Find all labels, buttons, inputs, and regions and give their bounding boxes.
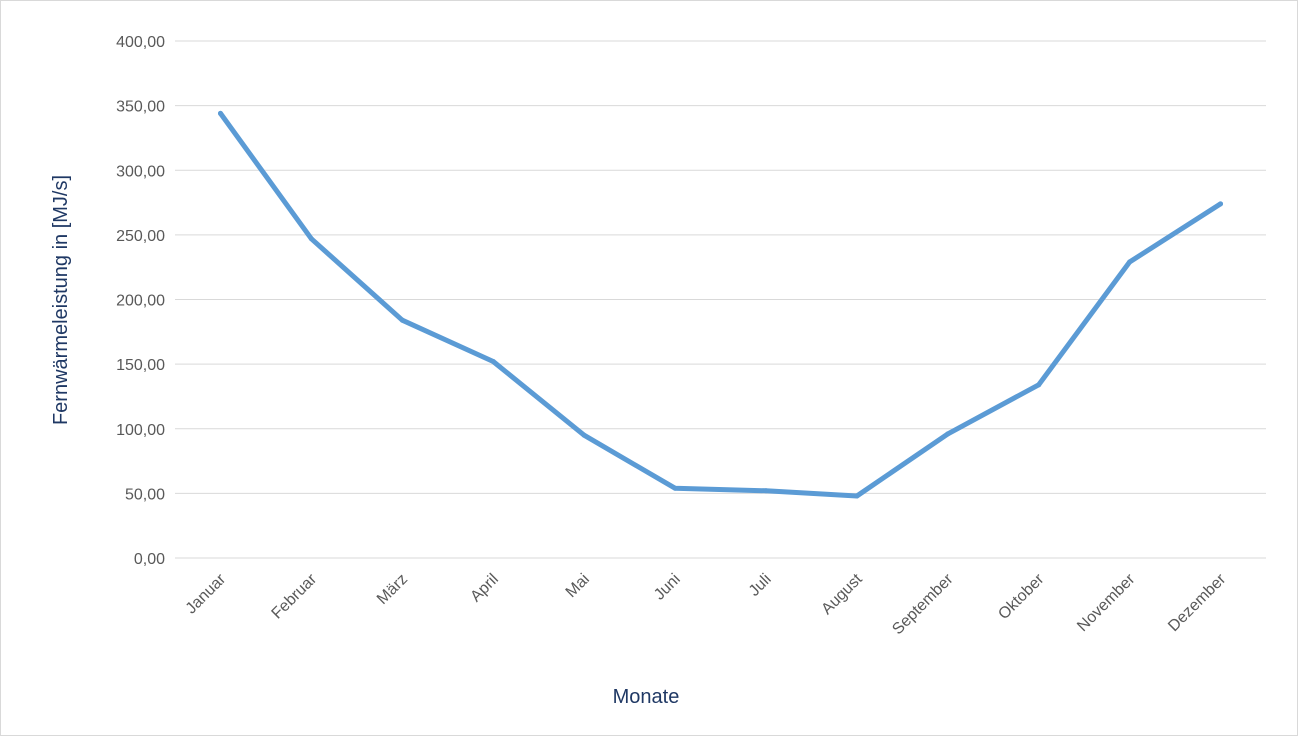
data-point [490, 359, 496, 365]
y-axis-title: Fernwärmeleistung in [MJ/s] [50, 175, 72, 425]
data-point [763, 488, 769, 494]
data-point [581, 432, 587, 438]
x-tick-label: November [1074, 570, 1139, 635]
x-tick-label: Januar [183, 570, 230, 617]
x-tick-label: Februar [269, 570, 321, 622]
y-axis-tick-labels: 0,00 50,00 100,00 150,00 200,00 250,00 300,00 3… [116, 34, 165, 568]
x-tick-label: September [889, 570, 957, 638]
data-point [308, 236, 314, 242]
y-tick-label: 250,00 [116, 228, 165, 245]
data-point [1036, 382, 1042, 388]
x-axis-title: Monate [613, 686, 680, 708]
y-tick-label: 0,00 [134, 551, 165, 568]
x-tick-label: Dezember [1165, 570, 1230, 635]
x-tick-label: Mai [563, 571, 593, 601]
data-point [399, 317, 405, 323]
data-point [1127, 259, 1133, 265]
x-tick-label: August [818, 570, 866, 618]
data-point [217, 110, 223, 116]
series-line [218, 110, 1223, 499]
data-point [672, 485, 678, 491]
gridlines [175, 40, 1266, 559]
data-point [945, 431, 951, 437]
y-tick-label: 350,00 [116, 99, 165, 116]
x-tick-label: März [374, 571, 411, 608]
y-tick-label: 100,00 [116, 422, 165, 439]
data-point [1218, 201, 1224, 207]
y-tick-label: 300,00 [116, 163, 165, 180]
x-tick-label: Juli [746, 571, 775, 600]
y-tick-label: 50,00 [125, 486, 165, 503]
x-tick-label: April [467, 571, 502, 606]
x-axis-tick-labels: Januar Februar März April Mai Juni Juli August S… [183, 570, 1230, 638]
y-tick-label: 150,00 [116, 357, 165, 374]
y-tick-label: 400,00 [116, 34, 165, 51]
x-tick-label: Oktober [995, 570, 1048, 623]
series-group [217, 110, 1224, 499]
data-point [854, 493, 860, 499]
x-tick-label: Juni [651, 571, 684, 604]
y-tick-label: 200,00 [116, 293, 165, 310]
